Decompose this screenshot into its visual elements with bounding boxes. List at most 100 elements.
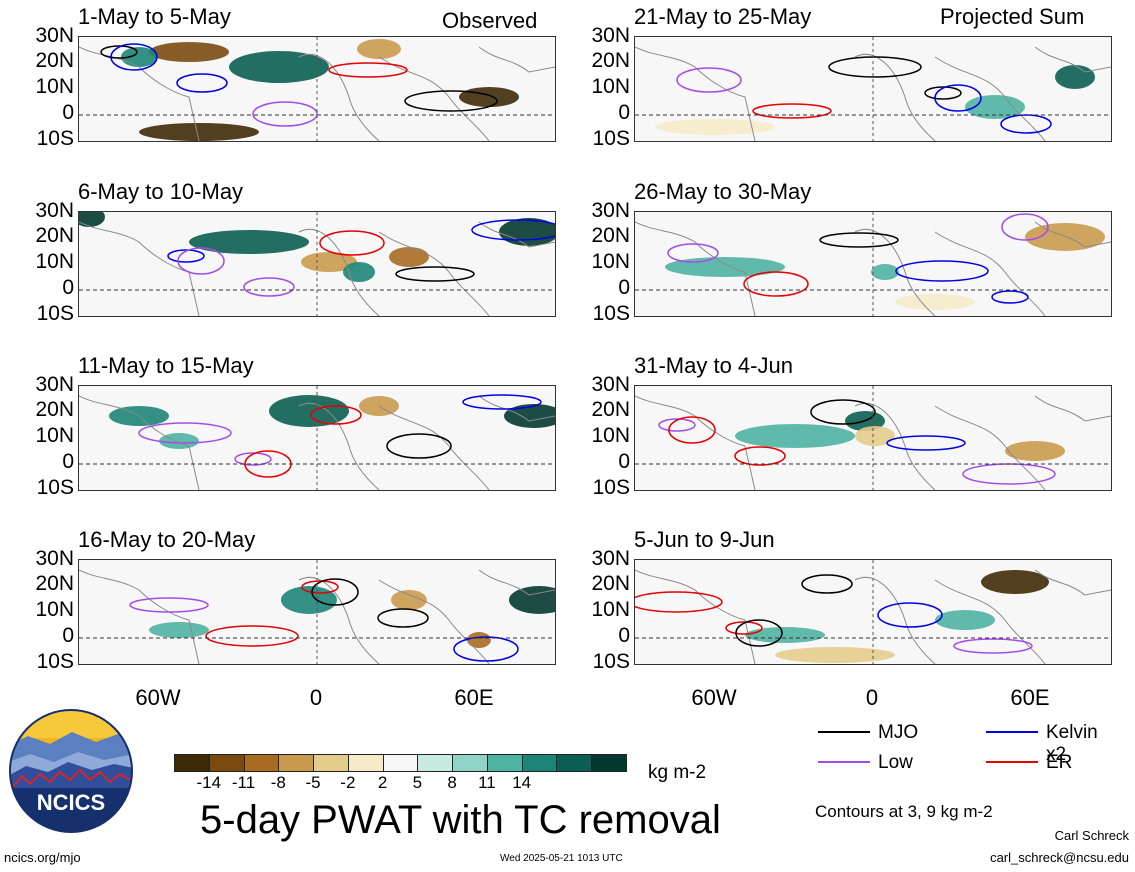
contour-line (176, 73, 228, 93)
legend-line-er (986, 761, 1038, 763)
contour-line (129, 597, 209, 613)
coastline (934, 231, 1046, 316)
coastline (854, 576, 936, 664)
coastline (1034, 395, 1111, 422)
coastline (1034, 569, 1111, 596)
y-label: 20N (591, 398, 630, 421)
y-label: 10N (35, 250, 74, 273)
pwat-map (635, 37, 1111, 141)
colorbar-swatch (486, 754, 523, 772)
contour-line (635, 591, 723, 613)
coastline (635, 221, 756, 316)
contour-line (743, 271, 809, 297)
contour-line (404, 90, 498, 112)
contour-line (395, 266, 475, 282)
colorbar-swatch (347, 754, 384, 772)
contour-line (453, 636, 519, 662)
coastline (854, 53, 936, 141)
coastline (478, 46, 555, 73)
colorbar-label: 2 (377, 773, 388, 792)
y-label: 0 (62, 624, 74, 647)
panel-title-right-2: 26-May to 30-May (634, 179, 812, 204)
colorbar-label: 5 (412, 773, 423, 792)
panel-title-left-3: 11-May to 15-May (78, 353, 254, 378)
contour-line (1001, 213, 1049, 241)
panel-title-left-4: 16-May to 20-May (78, 527, 256, 552)
contour-line (924, 86, 962, 100)
contour-line (205, 625, 299, 647)
colorbar-swatch (174, 754, 210, 772)
contour-line (886, 435, 966, 451)
contour-line (319, 230, 385, 256)
colorbar-swatch (243, 754, 280, 772)
pwat-anomaly-area (79, 212, 105, 227)
y-label: 30N (591, 547, 630, 570)
colorbar-swatch (208, 754, 245, 772)
contour-line (752, 103, 832, 119)
y-label: 0 (62, 276, 74, 299)
coastline (378, 579, 490, 664)
pwat-anomaly-area (391, 590, 427, 610)
contour-line (962, 463, 1056, 485)
contours-note: Contours at 3, 9 kg m-2 (815, 802, 993, 821)
panel-title-left-2: 6-May to 10-May (78, 179, 244, 204)
y-label: 0 (618, 450, 630, 473)
observed-label: Observed (442, 8, 538, 33)
contour-line (668, 416, 716, 444)
contour-line (676, 67, 742, 93)
coastline (79, 221, 200, 316)
panel-title-left-1: 1-May to 5-May (78, 4, 231, 29)
y-label: 10S (36, 476, 74, 499)
pwat-anomaly-area (343, 262, 375, 282)
y-label: 30N (591, 199, 630, 222)
pwat-anomaly-area (1025, 223, 1105, 251)
coastline (854, 402, 936, 490)
map-panel-right-1 (634, 36, 1112, 142)
contour-line (243, 277, 295, 297)
y-label: 10N (35, 598, 74, 621)
colorbar-label: 8 (447, 773, 457, 792)
colorbar-label: 11 (478, 773, 496, 792)
colorbar-label: -11 (231, 773, 256, 792)
coastline (79, 569, 200, 664)
pwat-anomaly-area (357, 39, 401, 59)
contour-line (734, 446, 786, 466)
colorbar-swatch (278, 754, 315, 772)
pwat-map (79, 386, 555, 490)
timestamp: Wed 2025-05-21 1013 UTC (500, 853, 623, 864)
colorbar-unit: kg m-2 (648, 762, 707, 783)
y-label: 30N (35, 24, 74, 47)
coastline (478, 569, 555, 596)
colorbar-swatch (382, 754, 419, 772)
y-label: 0 (62, 450, 74, 473)
colorbar-swatch (591, 754, 627, 772)
legend-label-kelvin: Kelvin x2 (1046, 722, 1098, 765)
y-label: 10N (35, 424, 74, 447)
y-label: 10N (591, 250, 630, 273)
pwat-anomaly-area (149, 622, 209, 638)
projected-label: Projected Sum (940, 4, 1085, 29)
coastline (1034, 46, 1111, 73)
contour-line (110, 43, 158, 71)
y-label: 10N (35, 75, 74, 98)
contour-line (471, 219, 555, 241)
pwat-anomaly-area (229, 51, 329, 83)
coastline (854, 228, 936, 316)
coastline (1034, 221, 1111, 248)
contour-line (658, 418, 696, 432)
coastline (635, 46, 756, 141)
coastline (478, 221, 555, 248)
contour-line (877, 602, 943, 628)
contour-line (328, 62, 408, 78)
contour-line (386, 433, 452, 459)
site-url: ncics.org/mjo (4, 850, 81, 865)
coastline (934, 579, 1046, 664)
colorbar (174, 754, 627, 772)
author-email: carl_schreck@ncsu.edu (990, 850, 1129, 865)
colorbar-label: 14 (512, 773, 532, 792)
pwat-anomaly-area (467, 632, 491, 648)
y-label: 0 (618, 101, 630, 124)
contour-line (377, 608, 429, 628)
y-label: 20N (35, 224, 74, 247)
contour-line (177, 247, 225, 275)
